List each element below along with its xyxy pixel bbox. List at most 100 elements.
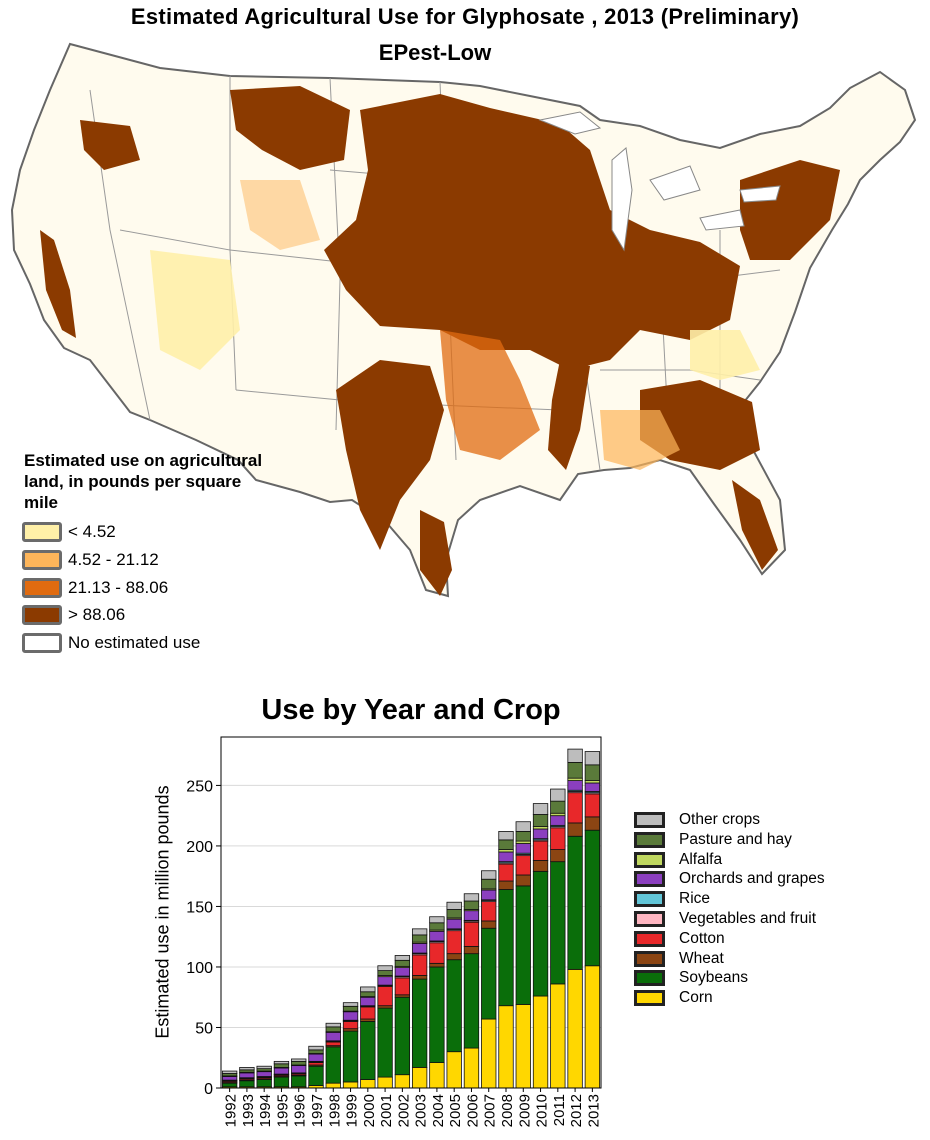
crop-legend-item-alfalfa: Alfalfa: [634, 851, 722, 869]
bar-segment-pasture-and-hay-2004: [429, 922, 445, 931]
bar-segment-corn-2005: [446, 1051, 462, 1089]
bar-segment-cotton-2010: [532, 840, 549, 861]
bar-segment-orchards-and-grapes-1992: [221, 1076, 238, 1081]
crop-legend-item-vegetables-and-fruit: Vegetables and fruit: [634, 910, 816, 928]
crop-legend-label: Other crops: [679, 811, 760, 828]
map-legend-title: Estimated use on agricultural land, in p…: [24, 451, 263, 512]
x-tick-label: 2011: [551, 1094, 568, 1126]
bar-segment-other-crops-1993: [239, 1067, 255, 1071]
y-tick-label: 250: [186, 778, 213, 795]
bar-segment-corn-2009: [515, 1004, 531, 1089]
bar-segment-soybeans-2003: [411, 978, 428, 1068]
legend-label: No estimated use: [68, 633, 201, 652]
bar-segment-corn-2004: [429, 1062, 445, 1089]
crop-legend-label: Alfalfa: [679, 850, 723, 868]
bar-segment-soybeans-2007: [481, 927, 497, 1020]
bar-segment-cotton-2002: [394, 977, 411, 996]
x-tick-label: 2000: [361, 1094, 378, 1127]
crop-legend-item-wheat: Wheat: [634, 950, 724, 968]
bar-segment-wheat-2013: [584, 816, 601, 831]
map-legend-item: > 88.06: [22, 603, 125, 627]
x-tick-label: 1999: [344, 1094, 361, 1127]
northeast-region: [740, 160, 840, 260]
bar-segment-orchards-and-grapes-2003: [411, 942, 428, 954]
bar-segment-soybeans-2005: [446, 959, 462, 1053]
legend-label: 21.13 - 88.06: [68, 578, 169, 597]
bar-segment-pasture-and-hay-2008: [498, 839, 514, 850]
bar-segment-wheat-2009: [515, 874, 531, 887]
crop-legend-label: Orchards and grapes: [679, 870, 825, 888]
moderate-use-region: [440, 330, 540, 460]
x-tick-label: 2007: [482, 1094, 499, 1127]
crop-legend-swatch: [634, 990, 665, 1007]
crop-legend-item-cotton: Cotton: [634, 930, 725, 948]
map-legend-item: No estimated use: [22, 631, 200, 655]
bar-segment-corn-2007: [481, 1018, 497, 1089]
x-tick-label: 1992: [223, 1094, 240, 1127]
crop-legend-label: Corn: [679, 989, 713, 1007]
bar-segment-wheat-2010: [532, 860, 549, 872]
x-tick-label: 1997: [309, 1094, 326, 1127]
bar-segment-cotton-1999: [342, 1021, 359, 1030]
bar-segment-corn-1999: [342, 1081, 359, 1089]
bar-segment-pasture-and-hay-1996: [291, 1060, 307, 1066]
y-axis-label: Estimated use in million pounds: [152, 785, 173, 1039]
bar-segment-soybeans-1998: [325, 1046, 341, 1084]
bar-segment-other-crops-1998: [325, 1022, 341, 1028]
x-tick-label: 1998: [326, 1094, 343, 1127]
crop-legend-item-orchards-and-grapes: Orchards and grapes: [634, 870, 825, 888]
crop-legend-label: Cotton: [679, 929, 725, 947]
bar-segment-pasture-and-hay-2006: [463, 900, 480, 910]
bar-segment-corn-2001: [377, 1076, 393, 1089]
crop-legend-item-rice: Rice: [634, 890, 710, 908]
bar-segment-pasture-and-hay-2010: [532, 814, 549, 827]
bar-segment-orchards-and-grapes-2000: [360, 996, 376, 1007]
bar-segment-corn-2006: [463, 1047, 480, 1089]
bar-segment-other-crops-2013: [584, 751, 601, 766]
legend-swatch-none: [22, 633, 62, 653]
bar-segment-other-crops-2003: [411, 928, 428, 936]
bar-segment-other-crops-2004: [429, 916, 445, 924]
bar-segment-soybeans-1994: [256, 1079, 272, 1088]
bar-segment-wheat-2005: [446, 953, 462, 961]
bar-segment-soybeans-1996: [291, 1075, 307, 1088]
low-moderate-use-region: [600, 410, 680, 470]
bar-segment-pasture-and-hay-2013: [584, 764, 601, 781]
bar-segment-cotton-2009: [515, 855, 531, 876]
bar-segment-other-crops-1995: [273, 1060, 290, 1065]
great-lakes: [538, 111, 781, 252]
bar-segment-soybeans-2000: [360, 1021, 376, 1080]
bar-segment-pasture-and-hay-1995: [273, 1063, 290, 1068]
bar-segment-wheat-2012: [567, 822, 583, 837]
bar-segment-pasture-and-hay-2012: [567, 762, 583, 779]
pacific-northwest-region: [80, 120, 140, 170]
florida-region: [732, 480, 778, 570]
bar-segment-corn-2002: [394, 1074, 411, 1089]
bar-segment-other-crops-2006: [463, 893, 480, 902]
crop-legend-item-corn: Corn: [634, 989, 713, 1007]
bar-segment-cotton-2013: [584, 793, 601, 818]
bar-segment-orchards-and-grapes-1998: [325, 1031, 341, 1042]
bar-segment-wheat-2007: [481, 920, 497, 929]
legend-swatch-high: [22, 605, 62, 625]
bar-segment-orchards-and-grapes-2008: [498, 851, 514, 863]
bar-segment-pasture-and-hay-1997: [308, 1049, 324, 1054]
bar-segment-cotton-2005: [446, 930, 462, 955]
crop-legend-swatch: [634, 950, 665, 967]
bar-segment-orchards-and-grapes-1996: [291, 1065, 307, 1074]
chart-title: Use by Year and Crop: [261, 694, 561, 726]
crop-legend-swatch: [634, 851, 665, 868]
y-tick-label: 0: [204, 1081, 213, 1098]
california-valley-region: [40, 230, 76, 338]
bar-segment-soybeans-2001: [377, 1007, 393, 1078]
x-tick-label: 1995: [274, 1094, 291, 1127]
low-use-region-west: [150, 250, 240, 370]
crop-legend-label: Soybeans: [679, 969, 748, 987]
bar-segment-corn-2013: [584, 965, 601, 1089]
x-tick-label: 2004: [430, 1094, 447, 1127]
bar-segment-orchards-and-grapes-1993: [239, 1072, 255, 1079]
bar-segment-other-crops-1994: [256, 1065, 272, 1070]
x-tick-label: 1993: [240, 1094, 257, 1127]
crop-legend-swatch: [634, 871, 665, 888]
